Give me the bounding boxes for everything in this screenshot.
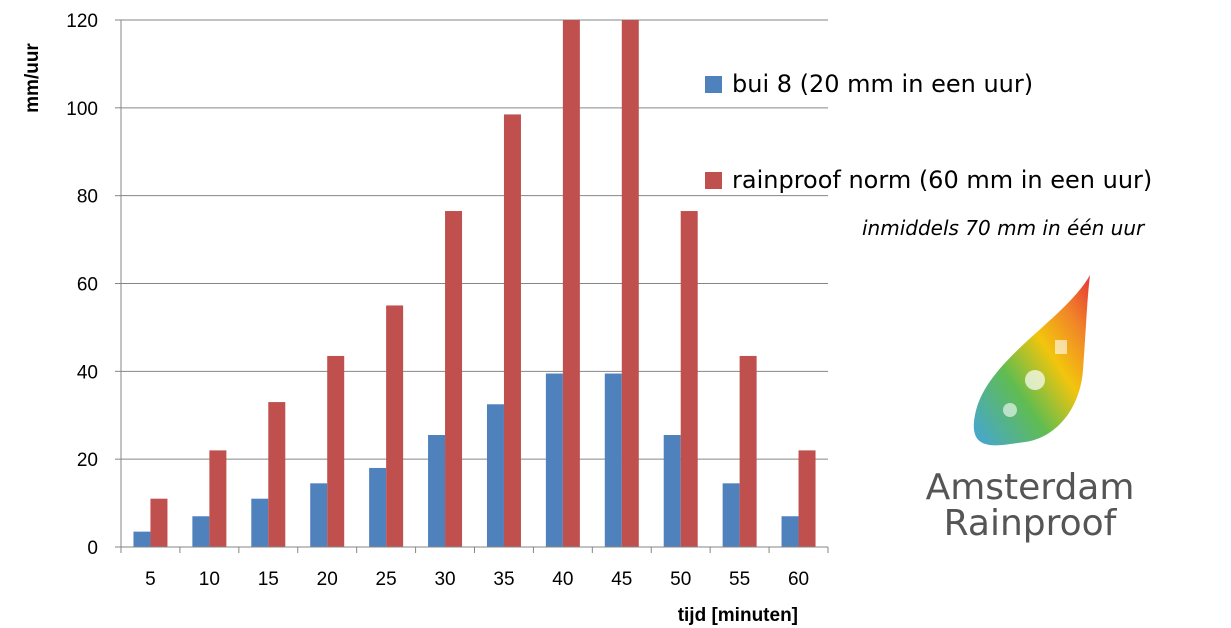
x-tick-label: 50	[670, 569, 691, 590]
legend-item-bui8: bui 8 (20 mm in een uur)	[705, 70, 1033, 98]
legend-label-bui8: bui 8 (20 mm in een uur)	[732, 70, 1034, 98]
annotation-note: inmiddels 70 mm in één uur	[862, 216, 1145, 240]
bar-rainproof-norm	[150, 498, 168, 547]
bar-bui8	[486, 404, 504, 547]
y-tick-label: 80	[77, 187, 98, 208]
rainproof-drop-logo-icon	[973, 275, 1090, 446]
legend-label-rainproof: rainproof norm (60 mm in een uur)	[732, 166, 1153, 194]
bar-bui8	[663, 435, 681, 547]
y-tick-labels: 0 20 40 60 80 100 120	[66, 11, 98, 559]
bars	[133, 20, 816, 547]
x-tick-label: 35	[493, 569, 514, 590]
bar-rainproof-norm	[386, 305, 404, 547]
bar-bui8	[369, 467, 387, 547]
x-tick-label: 40	[552, 569, 573, 590]
bar-bui8	[604, 373, 622, 547]
bar-rainproof-norm	[327, 355, 345, 547]
x-tick-labels: 5 10 15 20 25 30 35 40 45 50 55 60	[145, 569, 809, 590]
bar-rainproof-norm	[680, 211, 698, 547]
x-tick-label: 55	[729, 569, 750, 590]
bar-bui8	[310, 483, 328, 547]
x-tick-label: 20	[317, 569, 338, 590]
bar-bui8	[545, 373, 563, 547]
y-axis-title: mm/uur	[22, 43, 43, 113]
y-tick-label: 60	[77, 275, 98, 296]
bar-rainproof-norm	[503, 114, 521, 547]
bar-rainproof-norm	[739, 355, 757, 547]
x-tick-label: 10	[199, 569, 220, 590]
x-tick-label: 60	[788, 569, 809, 590]
bar-bui8	[192, 516, 210, 547]
bar-bui8	[781, 516, 799, 547]
legend-item-rainproof: rainproof norm (60 mm in een uur)	[705, 166, 1152, 194]
logo-wordmark: Amsterdam Rainproof	[910, 470, 1150, 542]
logo-line-1: Amsterdam	[925, 467, 1135, 508]
x-tick-label: 5	[145, 569, 156, 590]
y-tick-label: 40	[77, 362, 98, 383]
legend-swatch-rainproof	[705, 171, 722, 189]
bar-rainproof-norm	[268, 402, 286, 547]
y-tick-label: 100	[66, 99, 98, 120]
y-tick-label: 0	[87, 538, 98, 559]
logo-line-2: Rainproof	[943, 503, 1117, 544]
gridlines	[121, 19, 828, 460]
x-tick-label: 25	[376, 569, 397, 590]
bar-rainproof-norm	[621, 20, 639, 547]
bar-bui8	[133, 531, 151, 547]
bar-bui8	[251, 498, 269, 547]
x-tick-label: 45	[611, 569, 632, 590]
axes	[115, 19, 829, 553]
bar-bui8	[428, 435, 446, 547]
y-tick-label: 120	[66, 11, 98, 32]
y-tick-label: 20	[77, 450, 98, 471]
bar-bui8	[722, 483, 740, 547]
legend-swatch-bui8	[705, 75, 722, 93]
bar-rainproof-norm	[209, 450, 227, 547]
bar-rainproof-norm	[562, 20, 580, 547]
x-tick-label: 30	[434, 569, 455, 590]
bar-rainproof-norm	[445, 211, 463, 547]
x-tick-label: 15	[258, 569, 279, 590]
x-axis-title: tijd [minuten]	[678, 605, 798, 626]
bar-rainproof-norm	[798, 450, 816, 547]
